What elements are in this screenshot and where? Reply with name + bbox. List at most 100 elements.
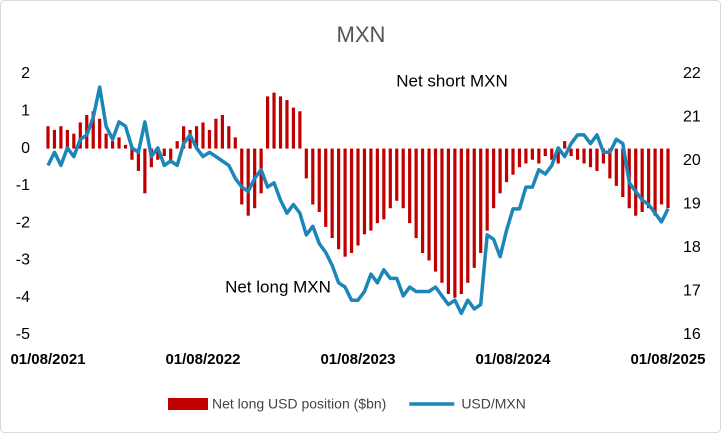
bar	[524, 148, 528, 164]
bar	[595, 148, 599, 171]
bar	[569, 148, 573, 157]
bar	[640, 148, 644, 212]
bar	[265, 96, 270, 149]
bar	[123, 144, 128, 149]
bar	[175, 141, 179, 149]
bar	[298, 111, 302, 149]
bar	[634, 148, 638, 216]
bar	[511, 148, 515, 175]
bar	[194, 126, 199, 149]
annotation: Net long MXN	[225, 277, 331, 296]
bar	[401, 148, 405, 209]
bar	[459, 148, 463, 294]
x-tick-label: 01/08/2025	[630, 351, 705, 368]
bar	[498, 148, 502, 194]
bar	[382, 148, 386, 220]
bar	[537, 148, 541, 164]
bar	[556, 148, 560, 164]
bar	[130, 148, 134, 160]
bar	[91, 111, 95, 149]
legend-label: USD/MXN	[461, 396, 526, 412]
bar	[117, 137, 121, 149]
bar	[575, 148, 580, 160]
bar	[504, 148, 509, 183]
bar	[446, 148, 451, 294]
bar	[563, 141, 567, 149]
x-tick-label: 01/08/2024	[475, 351, 551, 368]
x-tick-label: 01/08/2022	[165, 351, 240, 368]
y-tick-label: 2	[21, 65, 30, 82]
bar	[330, 148, 334, 239]
y-tick-label: -3	[16, 252, 30, 269]
bar	[666, 148, 670, 209]
bar	[388, 148, 392, 209]
bar	[453, 148, 457, 298]
chart-title: MXN	[337, 22, 386, 47]
y-tick-label: -4	[16, 289, 30, 306]
bar	[246, 148, 250, 216]
bar	[653, 148, 657, 216]
y2-tick-label: 16	[683, 326, 701, 343]
bar	[621, 148, 625, 198]
legend-label: Net long USD position ($bn)	[212, 396, 386, 412]
bar	[517, 148, 522, 168]
bar	[408, 148, 412, 224]
y-tick-label: -5	[16, 326, 30, 343]
bar	[479, 148, 483, 253]
bar	[369, 148, 373, 231]
y2-tick-label: 17	[683, 283, 701, 300]
bar	[356, 148, 360, 246]
bar	[427, 148, 431, 261]
y-tick-label: 0	[21, 140, 30, 157]
bar	[485, 148, 489, 231]
bar	[362, 148, 367, 235]
bar	[188, 129, 192, 149]
bar	[601, 148, 606, 164]
bar	[136, 148, 141, 171]
bar	[582, 148, 586, 164]
bar	[291, 107, 296, 149]
y2-tick-label: 21	[683, 109, 701, 126]
bar	[466, 148, 470, 283]
bar	[59, 126, 63, 149]
bar	[46, 126, 50, 149]
bar	[472, 148, 476, 268]
x-tick-label: 01/08/2021	[10, 351, 85, 368]
y-tick-label: 1	[21, 103, 30, 120]
x-tick-label: 01/08/2023	[320, 351, 395, 368]
y2-tick-label: 19	[683, 196, 701, 213]
bar	[337, 148, 341, 250]
bar	[169, 148, 173, 164]
bar	[220, 115, 224, 149]
bar	[395, 148, 399, 201]
bar	[420, 148, 425, 253]
bar	[240, 148, 244, 205]
bar	[343, 148, 347, 257]
y2-tick-label: 18	[683, 239, 701, 256]
bar	[492, 148, 496, 209]
bar	[156, 148, 160, 160]
bar	[659, 148, 664, 205]
bar	[614, 148, 618, 186]
bar	[227, 126, 231, 149]
y2-tick-label: 20	[683, 152, 701, 169]
bar	[588, 148, 593, 168]
bar	[65, 129, 69, 149]
bar	[278, 96, 283, 149]
bar	[143, 148, 147, 194]
bar	[433, 148, 438, 272]
bar	[72, 133, 76, 149]
bar	[543, 148, 547, 157]
bar	[550, 148, 554, 160]
y-tick-label: -2	[16, 214, 30, 231]
bar	[608, 148, 612, 179]
bar	[78, 122, 82, 149]
bar	[414, 148, 418, 239]
bar	[104, 133, 108, 149]
bar	[317, 148, 321, 212]
annotation: Net short MXN	[396, 71, 507, 90]
bar	[233, 137, 237, 149]
bar	[285, 100, 289, 149]
